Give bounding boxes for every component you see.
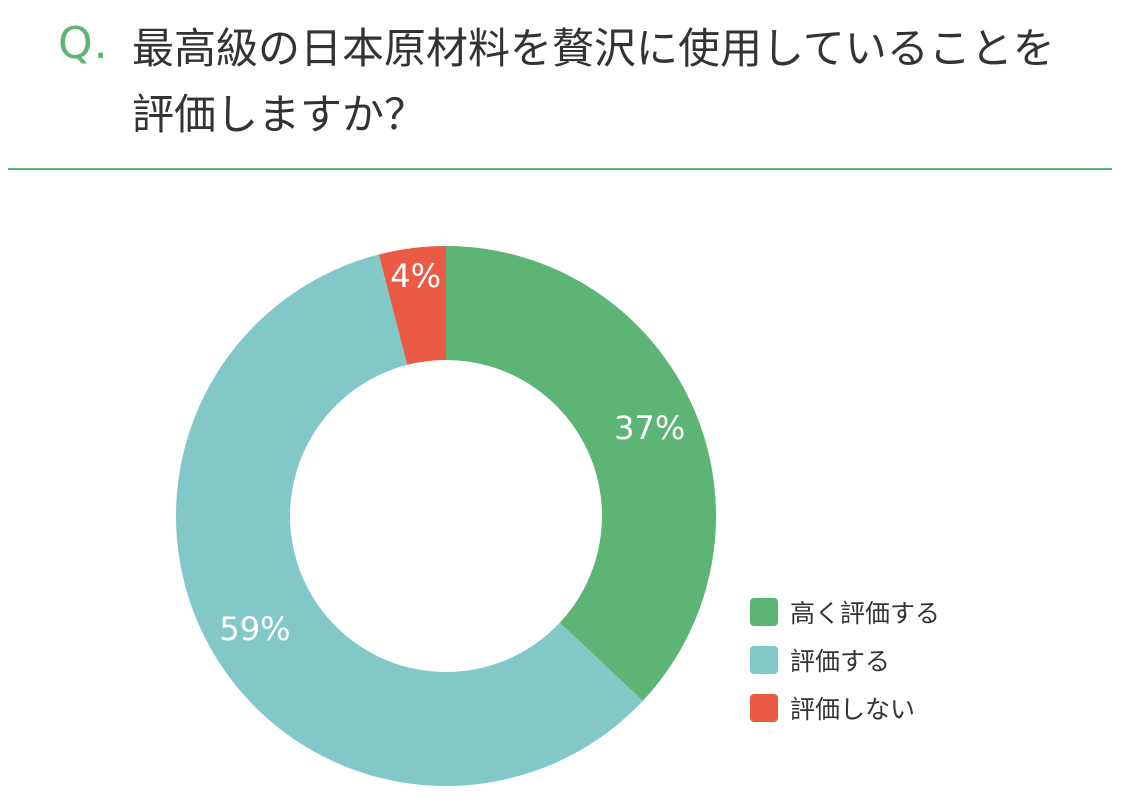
legend-label-high: 高く評価する — [790, 599, 941, 628]
slice-mid — [175, 254, 643, 787]
slice-high — [446, 246, 716, 701]
label-high: 37% — [614, 409, 685, 447]
legend-label-mid: 評価する — [790, 647, 891, 676]
legend-swatch-mid — [750, 646, 778, 674]
legend-label-low: 評価しない — [790, 695, 916, 724]
question-mark-label: Q. — [58, 18, 109, 69]
legend-item-mid: 評価する — [750, 636, 940, 684]
slice-low — [378, 246, 446, 365]
question-text: 最高級の日本原材料を贅沢に使用していることを評価しますか？ — [132, 24, 1055, 139]
label-low: 4% — [390, 257, 441, 295]
legend-swatch-low — [750, 694, 778, 722]
divider — [8, 168, 1112, 170]
legend-item-high: 高く評価する — [750, 588, 940, 636]
legend-item-low: 評価しない — [750, 684, 940, 732]
label-mid: 59% — [219, 610, 290, 648]
legend-swatch-high — [750, 598, 778, 626]
legend: 高く評価する 評価する 評価しない — [750, 588, 940, 732]
